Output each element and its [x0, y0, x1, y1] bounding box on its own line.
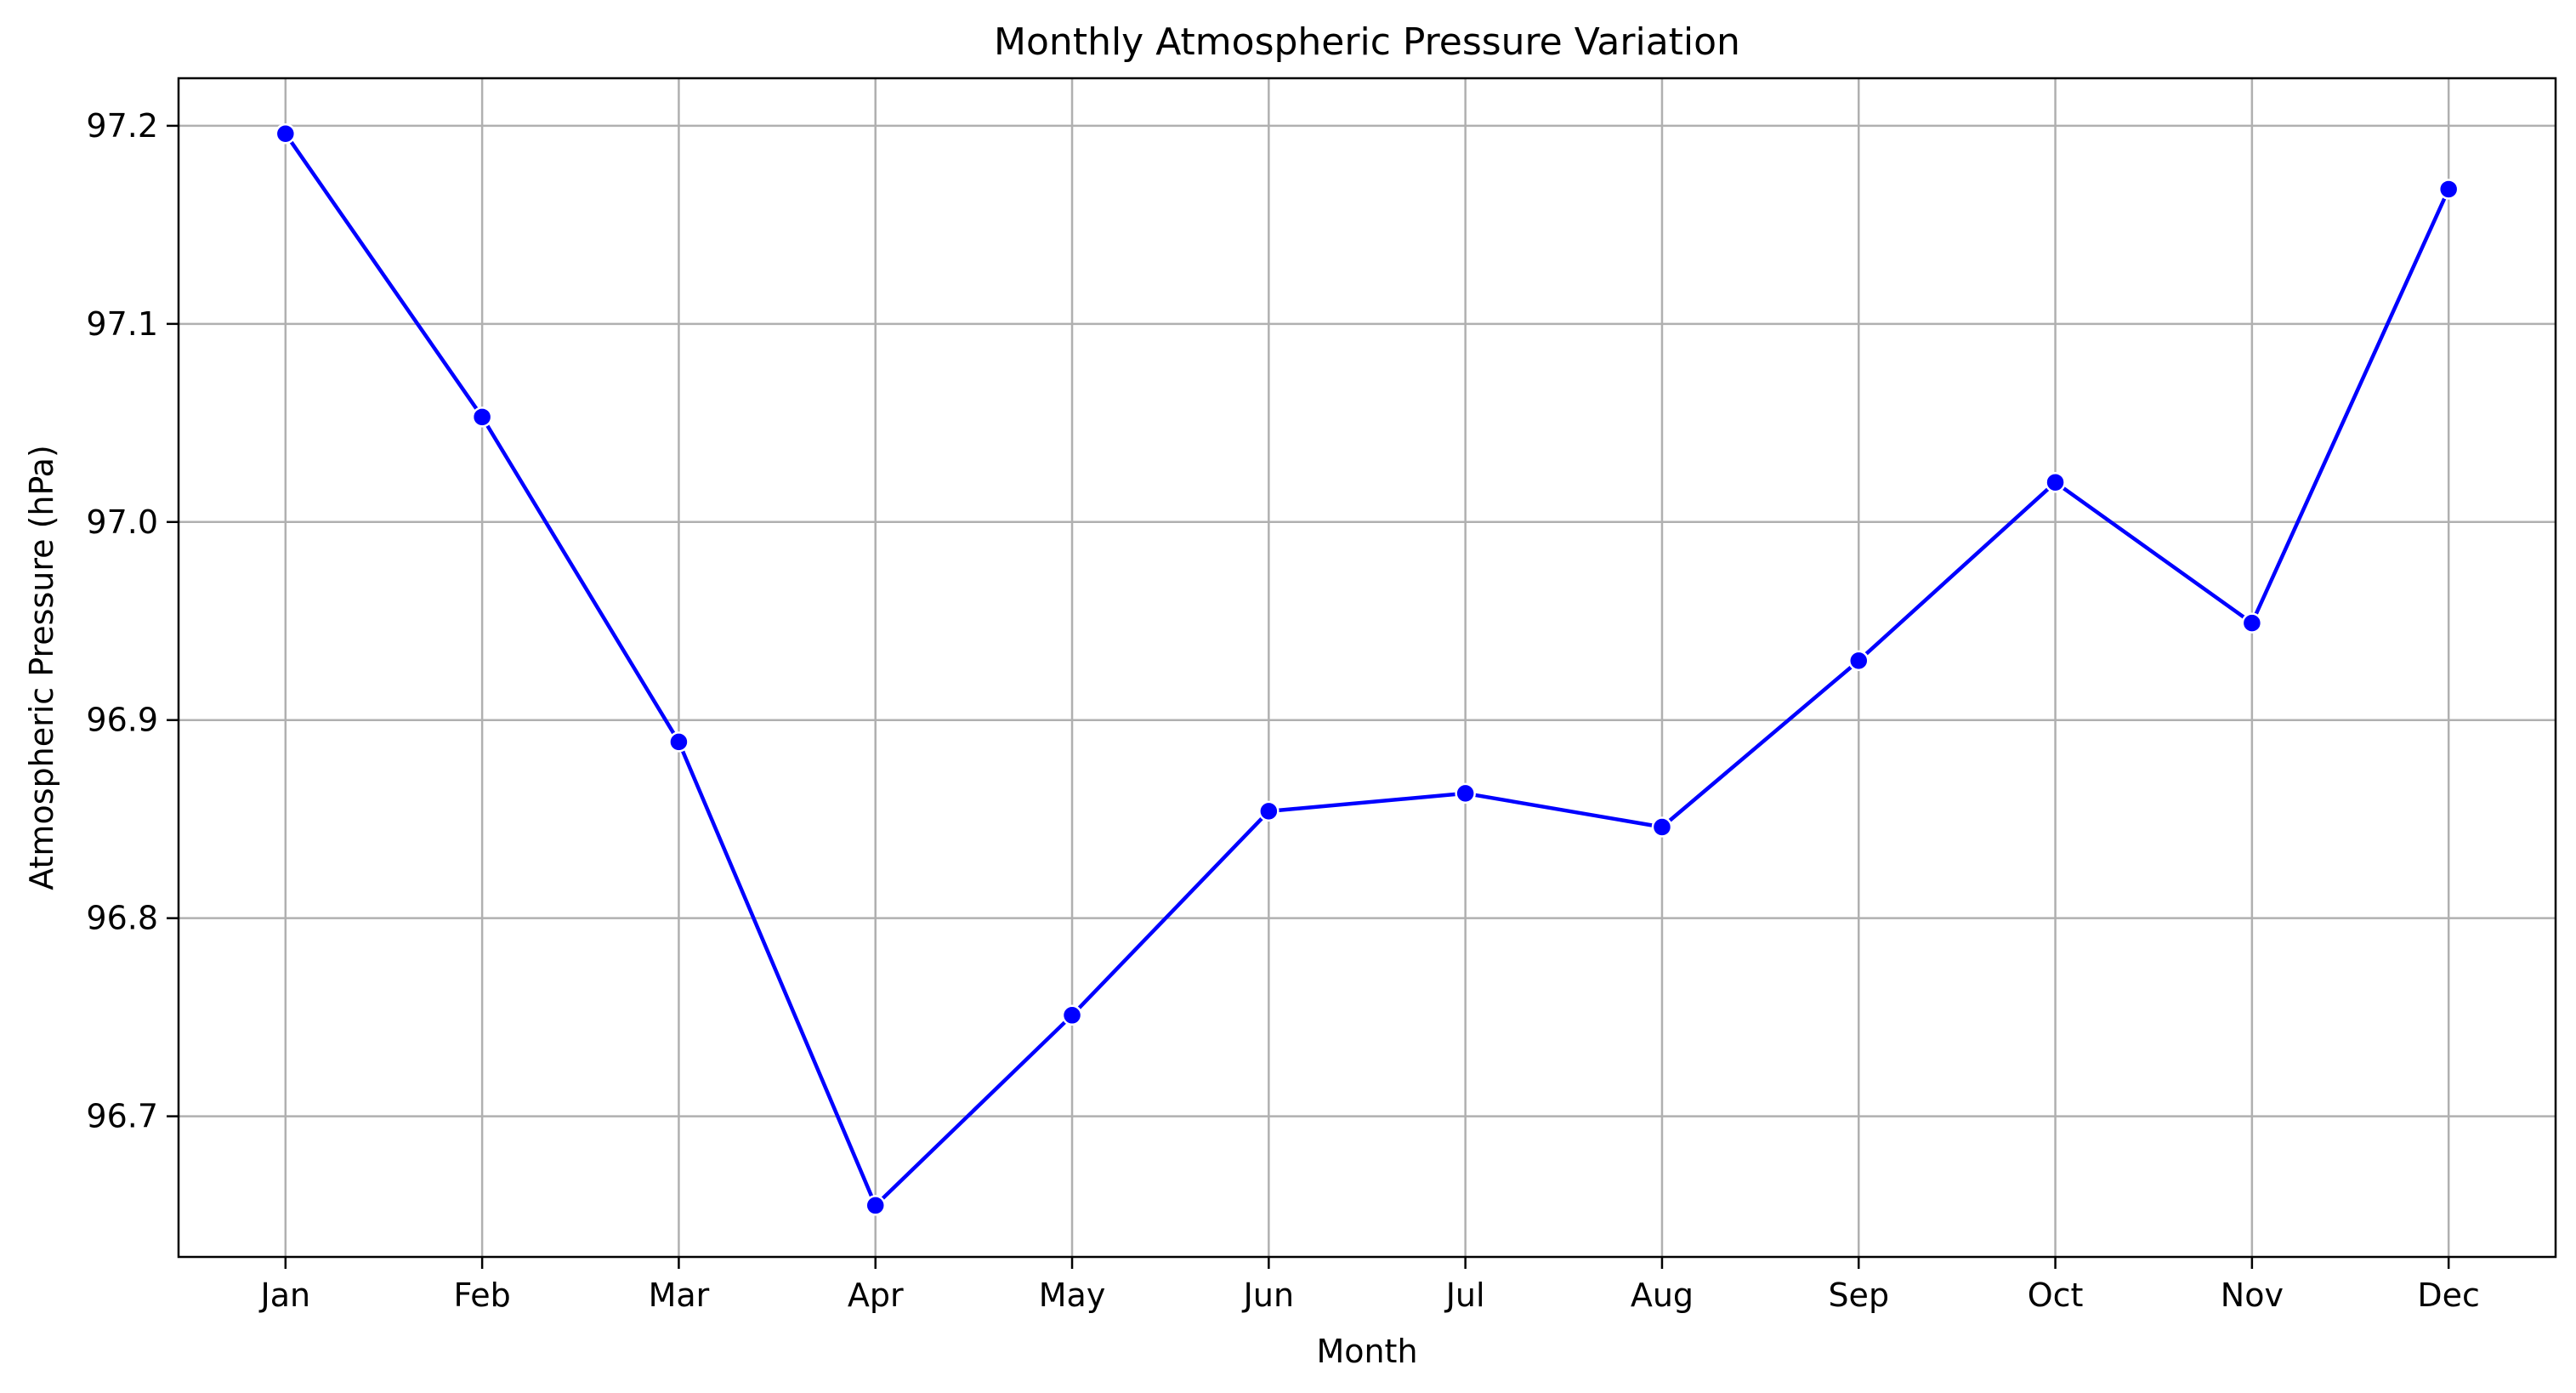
x-tick-label: Jan: [259, 1276, 311, 1314]
x-tick-label: Jul: [1444, 1276, 1485, 1314]
data-point-feb: [471, 407, 493, 428]
data-point-nov: [2241, 612, 2263, 634]
y-axis-label: Atmospheric Pressure (hPa): [23, 445, 60, 890]
y-tick-label: 97.1: [86, 305, 158, 343]
data-point-dec: [2437, 179, 2460, 200]
plot-area-frame: [177, 77, 2557, 1259]
x-tick-label: May: [1039, 1276, 1106, 1314]
x-tick-label: Dec: [2417, 1276, 2480, 1314]
x-tick-label: Feb: [453, 1276, 510, 1314]
data-point-apr: [865, 1195, 886, 1216]
x-tick-label: Oct: [2028, 1276, 2084, 1314]
data-point-jun: [1258, 800, 1279, 822]
x-tick-label: Nov: [2221, 1276, 2284, 1314]
y-tick-label: 97.2: [86, 107, 158, 145]
data-point-sep: [1848, 650, 1870, 672]
y-tick-label: 97.0: [86, 503, 158, 541]
grid-layer: [179, 78, 2556, 1257]
x-tick-label: Apr: [848, 1276, 904, 1314]
data-point-jul: [1455, 782, 1476, 805]
data-point-jan: [275, 122, 297, 145]
chart-title: Monthly Atmospheric Pressure Variation: [994, 20, 1740, 64]
ticks-layer: Jan Feb Mar Apr May Jun Jul Aug Sep Oct Nov Dec 96.7…: [86, 107, 2480, 1314]
y-tick-label: 96.9: [86, 702, 158, 739]
data-point-mar: [668, 731, 689, 753]
x-tick-label: Aug: [1631, 1276, 1694, 1314]
y-tick-label: 96.7: [86, 1098, 158, 1135]
data-point-may: [1061, 1004, 1083, 1026]
series-layer: [275, 122, 2460, 1216]
series-line: [283, 131, 2451, 1208]
data-point-aug: [1651, 816, 1673, 838]
x-axis-label: Month: [1316, 1333, 1417, 1370]
x-tick-label: Sep: [1828, 1276, 1889, 1314]
data-point-oct: [2045, 471, 2066, 493]
x-tick-label: Jun: [1242, 1276, 1294, 1314]
y-tick-label: 96.8: [86, 900, 158, 937]
x-tick-label: Mar: [649, 1276, 710, 1314]
